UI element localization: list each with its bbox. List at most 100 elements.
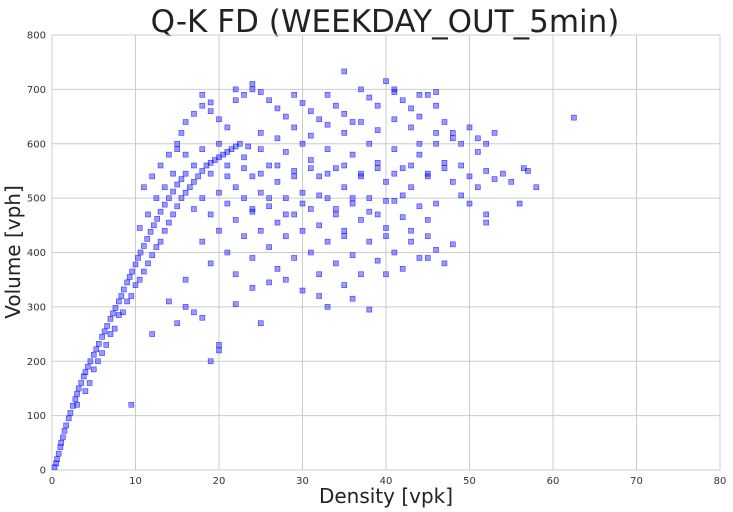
scatter-point bbox=[145, 211, 151, 218]
scatter-point bbox=[299, 140, 306, 147]
scatter-point bbox=[516, 200, 523, 207]
scatter-point bbox=[449, 135, 456, 142]
scatter-point bbox=[85, 363, 91, 370]
scatter-point bbox=[349, 252, 356, 259]
scatter-point bbox=[266, 203, 272, 210]
scatter-point bbox=[224, 149, 231, 155]
scatter-point bbox=[316, 222, 323, 229]
scatter-point bbox=[116, 298, 122, 305]
scatter-point bbox=[178, 130, 185, 136]
scatter-point bbox=[207, 358, 214, 365]
scatter-point bbox=[408, 184, 414, 191]
scatter-point bbox=[110, 310, 116, 317]
scatter-point bbox=[128, 401, 135, 408]
scatter-point bbox=[57, 444, 64, 450]
scatter-point bbox=[399, 165, 406, 172]
scatter-point bbox=[299, 100, 306, 106]
scatter-point bbox=[399, 214, 406, 220]
chart-title: Q-K FD (WEEKDAY_OUT_5min) bbox=[151, 4, 620, 40]
scatter-point bbox=[174, 203, 181, 210]
scatter-point bbox=[72, 396, 79, 403]
scatter-point bbox=[241, 195, 247, 201]
scatter-point bbox=[266, 279, 272, 286]
scatter-point bbox=[491, 176, 498, 182]
scatter-point bbox=[199, 168, 206, 174]
scatter-point bbox=[174, 320, 181, 326]
scatter-point bbox=[449, 179, 456, 185]
scatter-point bbox=[416, 203, 423, 210]
scatter-point bbox=[55, 450, 62, 457]
scatter-point bbox=[112, 305, 119, 311]
scatter-point bbox=[174, 140, 181, 147]
scatter-point bbox=[232, 184, 239, 191]
scatter-point bbox=[82, 388, 89, 394]
scatter-point bbox=[136, 225, 143, 231]
scatter-point bbox=[274, 266, 281, 272]
scatter-point bbox=[324, 121, 331, 128]
scatter-point bbox=[136, 276, 143, 283]
scatter-point bbox=[80, 373, 87, 380]
scatter-point bbox=[441, 165, 448, 172]
scatter-point bbox=[341, 162, 348, 169]
scatter-point bbox=[90, 351, 97, 358]
scatter-point bbox=[104, 323, 110, 329]
scatter-point bbox=[151, 222, 157, 229]
scatter-point bbox=[374, 257, 381, 264]
scatter-point bbox=[391, 116, 398, 123]
scatter-point bbox=[182, 304, 189, 310]
scatter-point bbox=[383, 225, 389, 231]
scatter-point bbox=[216, 116, 222, 123]
scatter-point bbox=[324, 170, 331, 177]
scatter-point bbox=[141, 268, 147, 275]
scatter-point bbox=[216, 347, 222, 354]
scatter-point bbox=[274, 162, 281, 169]
scatter-point bbox=[483, 140, 490, 147]
scatter-point bbox=[341, 111, 348, 117]
scatter-point bbox=[182, 276, 189, 283]
scatter-point bbox=[333, 102, 339, 109]
scatter-point bbox=[416, 151, 423, 158]
scatter-point bbox=[60, 434, 66, 441]
scatter-point bbox=[161, 184, 168, 191]
scatter-point bbox=[78, 380, 85, 386]
x-axis-ticks: 0 10 20 30 40 50 60 70 80 bbox=[49, 476, 727, 487]
scatter-point bbox=[324, 238, 331, 245]
scatter-point bbox=[170, 211, 176, 218]
scatter-point bbox=[137, 249, 144, 256]
y-tick-label: 300 bbox=[27, 302, 46, 313]
scatter-point bbox=[182, 189, 189, 196]
scatter-point bbox=[341, 184, 348, 191]
scatter-point bbox=[63, 422, 69, 429]
scatter-point bbox=[70, 403, 76, 409]
scatter-point bbox=[107, 331, 114, 337]
scatter-point bbox=[116, 312, 122, 318]
scatter-point bbox=[416, 140, 423, 147]
scatter-point bbox=[399, 192, 406, 199]
scatter-point bbox=[266, 162, 272, 169]
scatter-point bbox=[424, 173, 431, 180]
scatter-point bbox=[282, 276, 289, 283]
scatter-point bbox=[349, 119, 356, 125]
scatter-point bbox=[121, 286, 127, 293]
scatter-point bbox=[299, 200, 306, 207]
scatter-point bbox=[291, 124, 297, 131]
scatter-point bbox=[424, 233, 431, 239]
scatter-point bbox=[182, 151, 189, 158]
scatter-point bbox=[153, 244, 160, 250]
scatter-point bbox=[241, 233, 247, 239]
scatter-point bbox=[466, 200, 473, 207]
scatter-point bbox=[433, 246, 439, 253]
scatter-point bbox=[174, 146, 181, 152]
scatter-point bbox=[149, 331, 155, 337]
scatter-point bbox=[366, 208, 373, 215]
scatter-point bbox=[257, 227, 264, 234]
scatter-point bbox=[383, 233, 389, 239]
scatter-point bbox=[178, 176, 185, 182]
scatter-point bbox=[525, 168, 531, 174]
scatter-point bbox=[232, 301, 239, 307]
scatter-point bbox=[491, 130, 498, 136]
scatter-point bbox=[308, 249, 314, 256]
scatter-point bbox=[186, 184, 193, 191]
scatter-point bbox=[207, 108, 214, 114]
scatter-point bbox=[391, 170, 398, 177]
